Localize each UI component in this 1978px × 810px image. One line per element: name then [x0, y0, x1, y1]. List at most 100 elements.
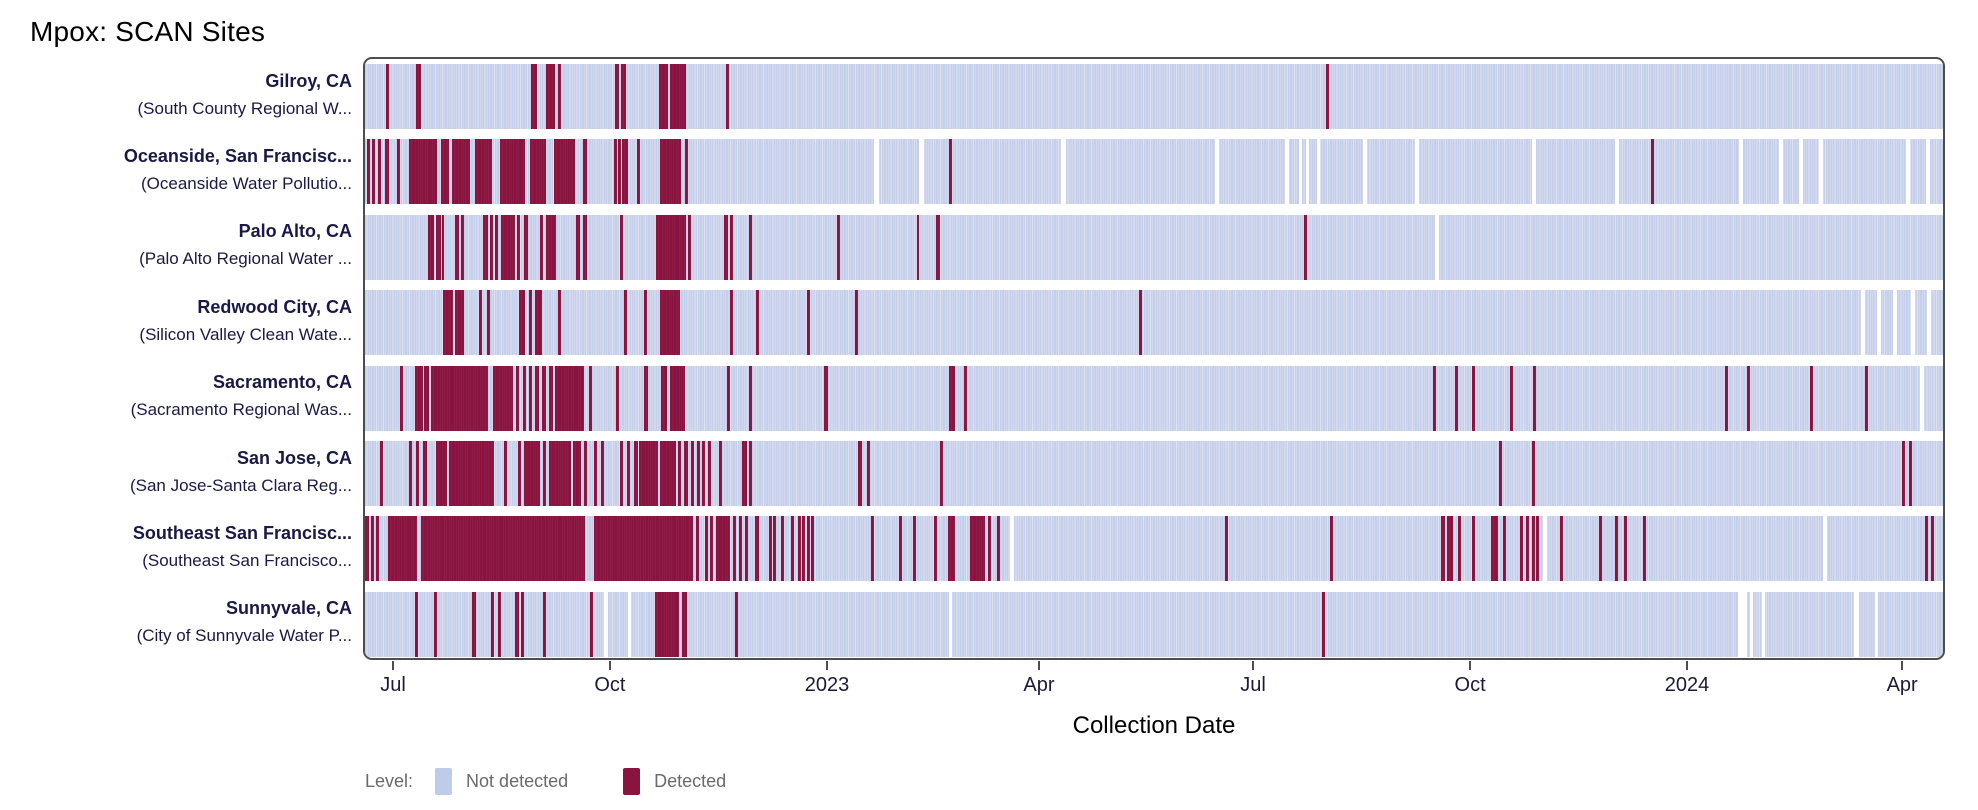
detected-segment	[448, 441, 494, 506]
detected-segment	[618, 139, 621, 205]
detected-segment	[490, 591, 494, 657]
detected-segment	[1510, 365, 1514, 431]
detected-segment	[948, 139, 952, 205]
no-sample-gap	[918, 139, 924, 205]
detected-segment	[482, 214, 488, 280]
detected-segment	[529, 139, 546, 205]
detected-segment	[870, 516, 874, 582]
detected-segment	[710, 516, 714, 582]
legend: Level: Not detected Detected	[365, 768, 781, 795]
row-label-1: Gilroy, CA (South County Regional W...	[0, 68, 352, 122]
no-sample-gap	[1415, 139, 1420, 205]
detected-segment	[583, 214, 588, 280]
detected-segment	[541, 365, 546, 431]
no-sample-gap	[1214, 139, 1219, 205]
detected-segment	[451, 139, 470, 205]
detected-segment	[433, 591, 437, 657]
detected-segment	[594, 516, 694, 582]
detected-segment	[688, 214, 692, 280]
no-sample-gap	[1298, 139, 1302, 205]
detected-segment	[660, 139, 682, 205]
detected-segment	[997, 516, 1001, 582]
detected-segment	[365, 516, 369, 582]
no-sample-gap	[1614, 139, 1619, 205]
detected-segment	[735, 591, 739, 657]
detected-segment	[696, 516, 700, 582]
detected-segment	[806, 290, 810, 356]
no-sample-gap	[1893, 290, 1898, 356]
detected-segment	[940, 441, 944, 506]
detected-segment	[790, 516, 794, 582]
detected-segment	[620, 441, 624, 506]
detected-segment	[503, 441, 507, 506]
detected-segment	[1503, 516, 1507, 582]
detected-segment	[659, 64, 669, 129]
detected-segment	[810, 516, 814, 582]
detected-segment	[1532, 441, 1536, 506]
x-tick-label: Apr	[1886, 674, 1918, 696]
detected-segment	[367, 139, 371, 205]
x-tick-mark	[608, 661, 611, 670]
detected-segment	[749, 365, 753, 431]
detected-segment	[615, 64, 620, 129]
no-sample-gap	[1284, 139, 1289, 205]
detected-segment	[644, 290, 648, 356]
detected-segment	[969, 516, 985, 582]
row-label-7: Southeast San Francisc... (Southeast San …	[0, 520, 352, 574]
detected-segment	[749, 441, 753, 506]
x-tick-mark	[1685, 661, 1688, 670]
detected-segment	[836, 214, 840, 280]
detected-segment	[549, 214, 557, 280]
detected-segment	[1526, 516, 1530, 582]
detected-segment	[534, 365, 539, 431]
detected-segment	[420, 516, 586, 582]
detected-segment	[520, 591, 524, 657]
legend-item-detected: Detected	[623, 768, 726, 795]
detected-segment	[935, 214, 940, 280]
detected-segment	[515, 365, 520, 431]
no-sample-gap	[1749, 591, 1753, 657]
detected-segment	[558, 290, 562, 356]
detected-segment	[738, 516, 742, 582]
detected-segment	[545, 214, 549, 280]
no-sample-gap	[873, 139, 879, 205]
detected-segment	[478, 290, 482, 356]
detected-segment	[528, 290, 532, 356]
no-sample-gap	[1779, 139, 1784, 205]
row-label-5: Sacramento, CA (Sacramento Regional Was..…	[0, 369, 352, 423]
detected-segment	[489, 214, 493, 280]
detected-segment	[656, 214, 687, 280]
row-facility: (San Jose-Santa Clara Reg...	[129, 475, 352, 495]
x-tick-label: Apr	[1023, 674, 1055, 696]
detected-segment	[548, 441, 572, 506]
detected-segment	[988, 516, 992, 582]
detected-segment	[670, 365, 686, 431]
no-sample-gap	[1739, 139, 1744, 205]
detected-segment	[572, 441, 582, 506]
detected-segment	[554, 365, 585, 431]
detected-segment	[396, 139, 400, 205]
detected-segment	[371, 139, 375, 205]
detected-segment	[1532, 516, 1536, 582]
detected-segment	[772, 516, 776, 582]
detected-segment	[414, 365, 423, 431]
x-tick-mark	[826, 661, 828, 670]
detected-segment	[708, 441, 712, 506]
detected-segment	[1491, 516, 1499, 582]
detected-segment	[423, 365, 429, 431]
detected-segment	[1598, 516, 1602, 582]
detected-segment	[1614, 516, 1618, 582]
x-tick-label: Jul	[1240, 674, 1266, 696]
x-tick-mark	[1252, 661, 1255, 670]
x-tick-label: Oct	[594, 674, 626, 696]
detected-segment	[726, 64, 730, 129]
row-facility: (South County Regional W...	[137, 98, 352, 118]
detected-label: Detected	[654, 771, 727, 791]
row-band-2	[365, 139, 1943, 205]
row-city: Palo Alto, CA	[238, 221, 352, 242]
x-tick-label: Jul	[380, 674, 406, 696]
no-sample-gap	[1010, 516, 1015, 582]
detected-segment	[1810, 365, 1814, 431]
not-detected-label: Not detected	[466, 771, 569, 791]
